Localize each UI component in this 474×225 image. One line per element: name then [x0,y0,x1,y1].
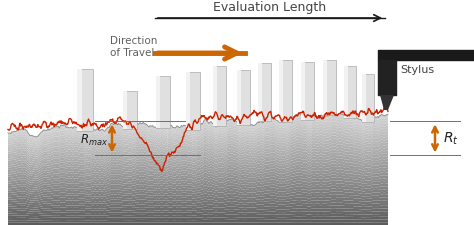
Bar [362,74,374,122]
Text: Direction
of Travel: Direction of Travel [110,36,157,58]
Polygon shape [8,211,388,216]
Polygon shape [8,118,388,144]
Polygon shape [8,138,388,159]
Polygon shape [8,160,388,177]
Polygon shape [8,174,388,188]
Polygon shape [8,189,388,199]
Bar [156,76,170,128]
Polygon shape [380,95,394,110]
Polygon shape [8,132,388,155]
Bar [213,66,218,126]
Polygon shape [8,183,388,194]
Polygon shape [8,158,388,174]
Bar [123,91,127,129]
Polygon shape [8,180,388,192]
Polygon shape [8,202,388,210]
Bar [301,62,305,120]
Text: $R_{max}$: $R_{max}$ [80,133,108,148]
Polygon shape [8,124,388,148]
Polygon shape [8,113,388,139]
Polygon shape [8,127,388,150]
Polygon shape [8,217,388,220]
Polygon shape [8,205,388,212]
Polygon shape [8,200,388,207]
Bar [301,62,315,120]
Polygon shape [8,115,388,141]
Polygon shape [8,146,388,166]
Bar [323,60,337,115]
Text: Stylus: Stylus [400,65,434,75]
Polygon shape [8,197,388,205]
Bar [344,66,356,118]
Bar [123,91,137,129]
Polygon shape [8,222,388,225]
Text: Evaluation Length: Evaluation Length [213,2,327,14]
Polygon shape [8,208,388,214]
Polygon shape [8,166,388,181]
Polygon shape [8,149,388,168]
Bar [280,60,283,122]
Text: $R_t$: $R_t$ [443,130,459,147]
Polygon shape [8,214,388,218]
Polygon shape [8,191,388,201]
Polygon shape [8,155,388,172]
Bar [186,72,190,130]
Polygon shape [8,172,388,185]
Bar [77,69,93,131]
Polygon shape [8,177,388,190]
Bar [237,70,250,125]
Bar [362,74,365,122]
Polygon shape [8,186,388,196]
Polygon shape [8,194,388,203]
Bar [77,69,82,131]
Polygon shape [8,121,388,146]
Polygon shape [8,152,388,170]
Bar [186,72,200,130]
Bar [258,63,263,121]
Polygon shape [8,135,388,157]
Polygon shape [8,144,388,163]
Polygon shape [8,141,388,161]
Bar [237,70,241,125]
Bar [213,66,227,126]
Polygon shape [8,130,388,152]
Polygon shape [8,169,388,183]
Polygon shape [8,219,388,223]
Bar [258,63,272,121]
Polygon shape [8,163,388,179]
Bar [280,60,292,122]
Bar [156,76,160,128]
Bar [323,60,328,115]
Bar [344,66,347,118]
